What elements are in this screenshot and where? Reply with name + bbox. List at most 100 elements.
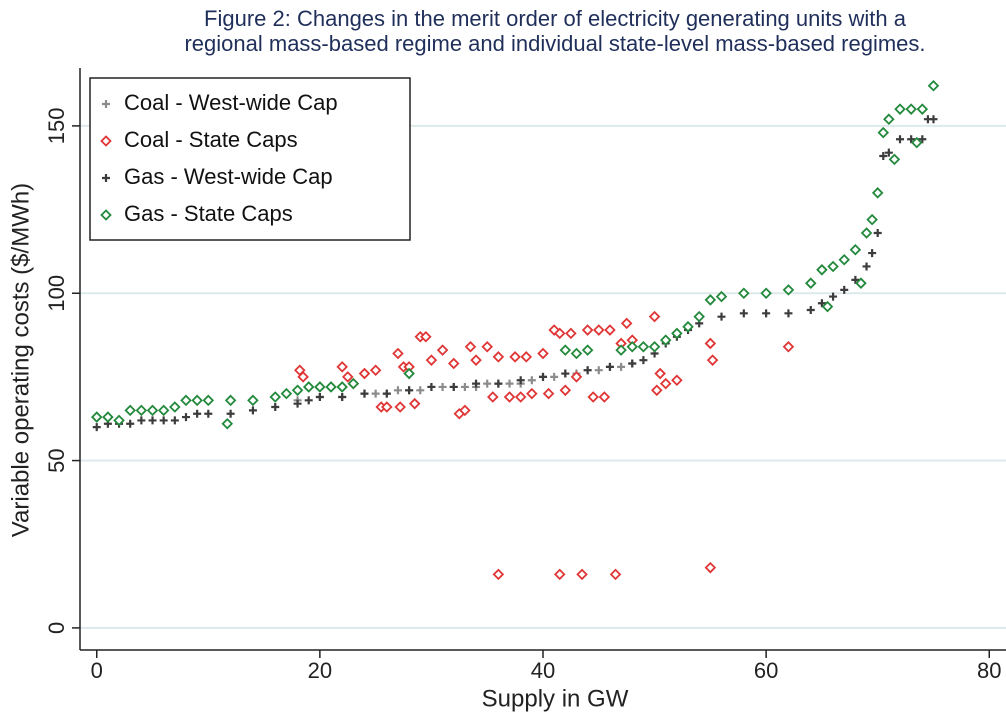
legend-marker (100, 135, 112, 147)
y-tick-label: 50 (44, 448, 69, 472)
point (615, 344, 627, 356)
point (181, 413, 190, 422)
point (169, 401, 181, 413)
point (840, 285, 849, 294)
point (425, 354, 438, 366)
point (358, 367, 371, 380)
point (293, 399, 302, 408)
point (382, 389, 391, 398)
point (559, 384, 572, 397)
point (550, 372, 559, 381)
point (193, 409, 202, 418)
point (762, 309, 771, 318)
point (617, 362, 626, 371)
point (559, 344, 572, 356)
point (604, 324, 616, 336)
point (877, 126, 890, 139)
point (514, 391, 527, 403)
point (594, 366, 603, 375)
legend-marker (102, 100, 110, 108)
point (827, 260, 839, 273)
point (862, 262, 871, 271)
legend-marker (102, 174, 110, 182)
point (159, 416, 168, 425)
point (135, 404, 148, 417)
x-tick-label: 60 (754, 658, 778, 683)
y-tick-label: 0 (44, 622, 69, 634)
point (587, 391, 599, 403)
point (204, 409, 213, 418)
point (639, 356, 648, 365)
point (838, 253, 851, 266)
point (916, 103, 929, 115)
chart-title: regional mass-based regime and individua… (184, 31, 925, 56)
point (447, 357, 460, 370)
point (561, 369, 570, 378)
point (113, 414, 125, 427)
point (609, 568, 622, 581)
point (760, 287, 772, 300)
legend-label: Coal - State Caps (124, 127, 298, 152)
point (347, 377, 360, 390)
point (537, 347, 549, 360)
point (191, 394, 203, 407)
point (704, 337, 717, 350)
point (907, 135, 916, 144)
point (224, 394, 237, 407)
point (492, 568, 505, 581)
point (871, 187, 884, 199)
y-tick-label: 100 (44, 275, 69, 312)
y-tick-label: 150 (44, 108, 69, 145)
point (782, 341, 795, 353)
point (503, 391, 516, 403)
point (325, 381, 337, 393)
point (637, 341, 650, 353)
point (576, 568, 588, 581)
x-tick-label: 40 (531, 658, 555, 683)
point (336, 381, 348, 393)
point (739, 309, 748, 318)
point (581, 324, 594, 336)
point (715, 290, 728, 303)
point (381, 401, 393, 413)
point (124, 404, 136, 417)
point (405, 386, 414, 395)
point (470, 354, 482, 366)
point (420, 330, 432, 343)
point (248, 406, 257, 415)
point (659, 377, 672, 390)
point (620, 317, 633, 330)
point (693, 310, 705, 323)
point (304, 396, 313, 405)
point (481, 341, 493, 353)
point (583, 366, 592, 375)
point (565, 327, 577, 340)
point (371, 389, 380, 398)
point (866, 213, 878, 226)
point (821, 300, 834, 313)
point (894, 103, 906, 115)
point (704, 561, 717, 574)
point (90, 411, 103, 423)
point (581, 344, 594, 356)
point (873, 228, 882, 237)
legend: Coal - West-wide Cap Coal - State Caps Gas… (89, 77, 411, 241)
point (369, 364, 382, 376)
point (180, 394, 192, 407)
point (888, 153, 901, 166)
point (782, 284, 795, 296)
point (247, 394, 259, 407)
point (526, 387, 538, 400)
point (341, 371, 354, 383)
point (851, 275, 860, 284)
point (314, 381, 326, 393)
point (553, 568, 566, 581)
point (280, 387, 293, 400)
point (102, 411, 114, 423)
point (137, 416, 146, 425)
point (539, 372, 547, 381)
legend-box (89, 77, 411, 241)
point (472, 379, 481, 388)
point (570, 347, 583, 360)
